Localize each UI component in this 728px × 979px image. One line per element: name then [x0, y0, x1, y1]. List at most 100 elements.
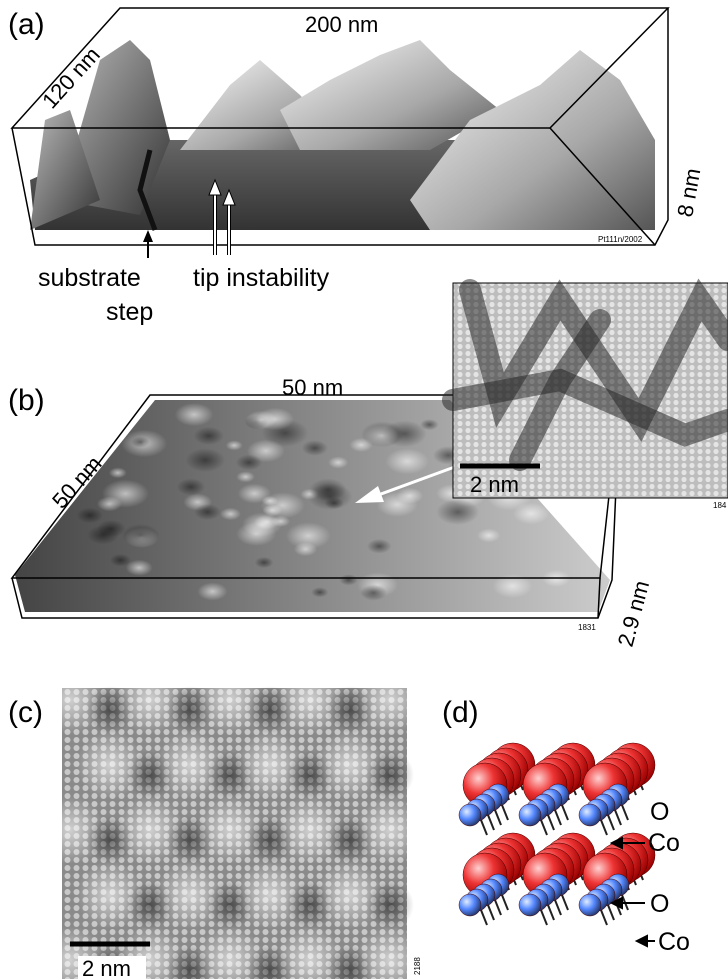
moire	[442, 278, 728, 471]
relief	[385, 448, 429, 475]
atom-label: Co	[658, 928, 690, 956]
atom-label: O	[650, 798, 669, 826]
panel-label: (b)	[8, 384, 45, 417]
relief	[220, 507, 241, 521]
bright-spot	[36, 796, 104, 864]
relief	[121, 523, 160, 547]
dark-spot	[366, 751, 414, 799]
atom-label: Co	[648, 829, 680, 857]
bright-spot	[116, 796, 184, 864]
tip-label: tip instability	[193, 264, 330, 292]
dark-spot	[366, 881, 414, 929]
relief	[307, 483, 353, 511]
bright-spot	[356, 926, 424, 979]
relief	[108, 467, 127, 479]
relief	[193, 426, 224, 445]
relief	[339, 574, 358, 586]
atom-label: O	[650, 890, 669, 918]
relief	[131, 436, 150, 448]
panel-label: (d)	[442, 696, 479, 729]
arrow-head	[222, 188, 236, 206]
step-label: step	[106, 298, 153, 326]
relief	[101, 479, 149, 508]
height-label: 2.9 nm	[613, 578, 655, 649]
step-edge	[137, 149, 158, 231]
relief	[410, 50, 655, 230]
relief	[293, 542, 318, 557]
relief	[76, 507, 104, 524]
scale-label: 2 nm	[82, 956, 131, 979]
cobalt	[518, 893, 542, 917]
relief	[301, 440, 328, 456]
bright-spot	[356, 796, 424, 864]
arrow-head	[143, 230, 153, 242]
cobalt	[578, 893, 602, 917]
relief	[436, 499, 480, 525]
relief	[30, 110, 100, 230]
relief	[311, 587, 329, 598]
relief	[185, 448, 226, 473]
panel-d: (d) O Co O Co	[442, 696, 690, 956]
bright-spot	[156, 731, 224, 799]
bright-spot	[196, 666, 264, 734]
bright-spot	[76, 731, 144, 799]
label-box	[78, 956, 146, 979]
relief	[197, 582, 228, 601]
bounding-box	[10, 7, 670, 246]
arrow-head	[355, 486, 384, 503]
relief	[285, 522, 331, 550]
relief	[360, 584, 387, 601]
pointers	[609, 836, 655, 948]
relief	[260, 492, 305, 519]
relief	[364, 425, 399, 446]
bright-spot	[276, 666, 344, 734]
relief	[420, 419, 439, 431]
bright-spot	[36, 666, 104, 734]
relief	[235, 454, 263, 471]
width-label: 50 nm	[282, 375, 343, 400]
relief	[96, 519, 126, 538]
relief	[109, 553, 132, 567]
bright-spot	[76, 861, 144, 929]
cobalt	[458, 803, 482, 827]
scale-label: 2 nm	[470, 472, 519, 497]
relief	[125, 559, 153, 576]
relief	[512, 502, 550, 525]
bright-spot	[356, 666, 424, 734]
file-id: 184	[713, 501, 727, 510]
panel-label: (a)	[8, 8, 45, 41]
relief	[225, 440, 243, 451]
bright-spot	[236, 861, 304, 929]
cobalt	[518, 803, 542, 827]
relief	[194, 503, 222, 521]
relief	[376, 492, 418, 517]
step-label: substrate	[38, 264, 141, 292]
relief	[245, 410, 277, 430]
relief	[237, 483, 272, 504]
bright-spot	[276, 796, 344, 864]
panel-b: (b) 50 nm 50 nm 2.9 nm 1831 2 nm 184	[8, 278, 728, 649]
relief	[174, 403, 214, 427]
relief	[176, 478, 206, 496]
panel-c: 2 nm 2188 (c)	[8, 666, 424, 979]
bright-spot	[236, 731, 304, 799]
bright-spot	[316, 861, 384, 929]
file-id: 1831	[578, 623, 596, 632]
height-label: 8 nm	[672, 166, 705, 219]
relief	[236, 471, 255, 483]
bright-spot	[316, 731, 384, 799]
bright-spot	[156, 861, 224, 929]
relief	[236, 521, 277, 546]
cobalt	[458, 893, 482, 917]
panel-label: (c)	[8, 696, 43, 729]
file-id: Pt111n/2002	[598, 235, 643, 244]
relief	[254, 556, 274, 569]
relief	[280, 40, 500, 150]
width-label: 200 nm	[305, 12, 378, 37]
inset: 2 nm 184	[442, 278, 728, 510]
relief	[366, 538, 392, 554]
cobalt	[578, 803, 602, 827]
arrow-head	[208, 178, 222, 196]
relief	[492, 574, 533, 599]
